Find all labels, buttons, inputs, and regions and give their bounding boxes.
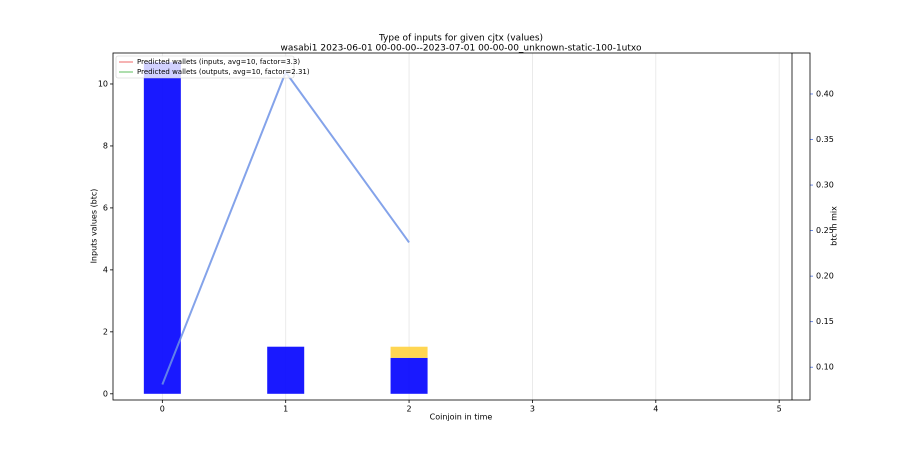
legend-box (115, 55, 295, 79)
y-tick-label: 8 (103, 141, 108, 150)
y2-tick-label: 0.35 (816, 135, 834, 144)
legend: Predicted wallets (inputs, avg=10, facto… (115, 55, 310, 79)
y-tick-label: 4 (103, 265, 108, 274)
chart-title: Type of inputs for given cjtx (values) (378, 34, 543, 44)
y2-tick-label: 0.10 (816, 363, 834, 372)
y2-tick-label: 0.30 (816, 181, 834, 190)
plot-frame (112, 52, 811, 401)
bar (390, 357, 428, 394)
y2-tick-label: 0.20 (816, 272, 834, 281)
legend-label: Predicted wallets (outputs, avg=10, fact… (137, 68, 310, 76)
y-tick-label: 6 (103, 203, 108, 212)
x-tick-label: 2 (407, 405, 412, 414)
chart-subtitle: wasabi1 2023-06-01 00-00-00--2023-07-01 … (281, 44, 642, 54)
y-tick-label: 0 (103, 389, 108, 398)
y-tick-label: 2 (103, 327, 108, 336)
x-tick-label: 4 (653, 405, 658, 414)
x-tick-label: 1 (283, 405, 288, 414)
x-tick-label: 0 (160, 405, 165, 414)
y-axis-label: Inputs values (btc) (90, 189, 99, 264)
y2-axis-label: btc in mix (830, 206, 839, 246)
x-tick-label: 5 (777, 405, 782, 414)
legend-label: Predicted wallets (inputs, avg=10, facto… (137, 58, 300, 66)
y2-tick-label: 0.25 (816, 226, 834, 235)
x-axis-label: Coinjoin in time (430, 413, 493, 422)
y2-tick-label: 0.40 (816, 89, 834, 98)
x-tick-label: 3 (530, 405, 535, 414)
bar (390, 346, 428, 358)
y2-tick-label: 0.15 (816, 317, 834, 326)
y-tick-label: 10 (98, 79, 108, 88)
bar (267, 346, 305, 394)
bar (143, 62, 181, 394)
